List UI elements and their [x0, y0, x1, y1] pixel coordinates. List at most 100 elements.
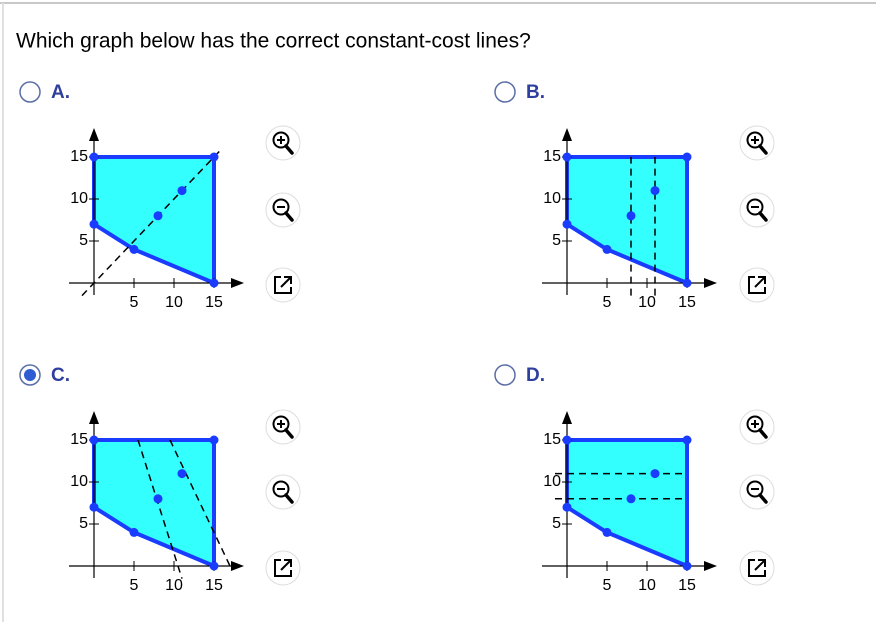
x-tick-label: 15	[678, 294, 696, 311]
zoom-in-button[interactable]	[739, 409, 775, 445]
y-tick-label: 15	[70, 431, 88, 448]
vertex-point	[682, 435, 692, 445]
vertex-point	[129, 527, 139, 537]
radio-button[interactable]	[494, 364, 516, 386]
y-tick-label: 5	[552, 232, 561, 249]
x-tick-label: 5	[130, 294, 139, 311]
handle	[284, 211, 294, 222]
option-letter[interactable]: B.	[526, 82, 545, 103]
handle	[758, 211, 768, 222]
vertex-point	[89, 435, 99, 445]
expand-arrow	[754, 276, 766, 288]
x-arrow	[704, 278, 717, 288]
expand-button[interactable]	[265, 267, 301, 303]
vertex-point	[89, 502, 99, 512]
x-tick-label: 15	[205, 294, 223, 311]
expand-arrow	[280, 276, 292, 288]
x-tick-label: 15	[678, 577, 696, 594]
vertex-point	[682, 561, 692, 571]
y-tick-label: 5	[79, 232, 88, 249]
vertex-point	[602, 527, 612, 537]
x-tick-label: 5	[603, 294, 612, 311]
vertex-point	[562, 219, 572, 229]
y-tick-label: 10	[543, 190, 561, 207]
handle	[284, 493, 294, 504]
point	[177, 186, 187, 196]
vertex-point	[562, 152, 572, 162]
constant-cost-line	[137, 439, 183, 579]
y-tick-label: 5	[79, 515, 88, 532]
x-tick-label: 10	[165, 294, 183, 311]
option-letter[interactable]: D.	[526, 365, 545, 386]
radio-button[interactable]	[494, 81, 516, 103]
option-letter[interactable]: C.	[51, 365, 70, 386]
zoom-out-button[interactable]	[739, 474, 775, 510]
point	[626, 211, 636, 221]
x-tick-label: 10	[165, 577, 183, 594]
x-arrow	[231, 278, 244, 288]
expand-button[interactable]	[739, 267, 775, 303]
zoom-in-button[interactable]	[265, 409, 301, 445]
y-tick-label: 10	[543, 473, 561, 490]
expand-box	[748, 559, 766, 577]
y-tick-label: 15	[543, 148, 561, 165]
handle	[284, 428, 294, 439]
vertex-point	[562, 435, 572, 445]
y-arrow	[562, 411, 572, 424]
x-tick-label: 5	[130, 577, 139, 594]
zoom-out-button[interactable]	[265, 192, 301, 228]
vertex-point	[562, 502, 572, 512]
radio-dot	[24, 369, 36, 381]
x-tick-label: 10	[638, 294, 656, 311]
point	[650, 469, 660, 479]
vertex-point	[89, 219, 99, 229]
feasible-region	[92, 438, 216, 568]
handle	[758, 428, 768, 439]
y-arrow	[89, 128, 99, 141]
x-arrow	[231, 561, 244, 571]
y-arrow	[89, 411, 99, 424]
x-arrow	[704, 561, 717, 571]
point	[626, 494, 636, 504]
constant-cost-line	[81, 148, 223, 297]
vertex-point	[89, 152, 99, 162]
vertex-point	[129, 244, 139, 254]
vertex-point	[209, 278, 219, 288]
point	[153, 211, 163, 221]
y-tick-label: 10	[70, 190, 88, 207]
vertex-point	[209, 152, 219, 162]
feasible-region	[565, 155, 689, 285]
expand-box	[748, 276, 766, 294]
expand-box	[274, 276, 292, 294]
y-tick-label: 15	[70, 148, 88, 165]
vertex-point	[682, 152, 692, 162]
expand-arrow	[754, 559, 766, 571]
vertex-point	[209, 435, 219, 445]
feasible-region	[565, 438, 689, 568]
handle	[284, 144, 294, 155]
point	[177, 469, 187, 479]
vertex-point	[602, 244, 612, 254]
zoom-out-button[interactable]	[739, 192, 775, 228]
y-tick-label: 15	[543, 431, 561, 448]
point	[153, 494, 163, 504]
zoom-in-button[interactable]	[265, 125, 301, 161]
question: Which graph below has the correct consta…	[16, 30, 531, 53]
expand-button[interactable]	[739, 550, 775, 586]
zoom-out-button[interactable]	[265, 474, 301, 510]
expand-box	[274, 559, 292, 577]
x-tick-label: 5	[603, 577, 612, 594]
radio-button[interactable]	[19, 81, 41, 103]
feasible-region	[92, 155, 216, 285]
expand-arrow	[280, 559, 292, 571]
y-arrow	[562, 128, 572, 141]
x-tick-label: 15	[205, 577, 223, 594]
handle	[758, 493, 768, 504]
vertex-point	[209, 561, 219, 571]
vertex-point	[682, 278, 692, 288]
option-letter[interactable]: A.	[51, 82, 70, 103]
expand-button[interactable]	[265, 550, 301, 586]
y-tick-label: 10	[70, 473, 88, 490]
zoom-in-button[interactable]	[739, 125, 775, 161]
